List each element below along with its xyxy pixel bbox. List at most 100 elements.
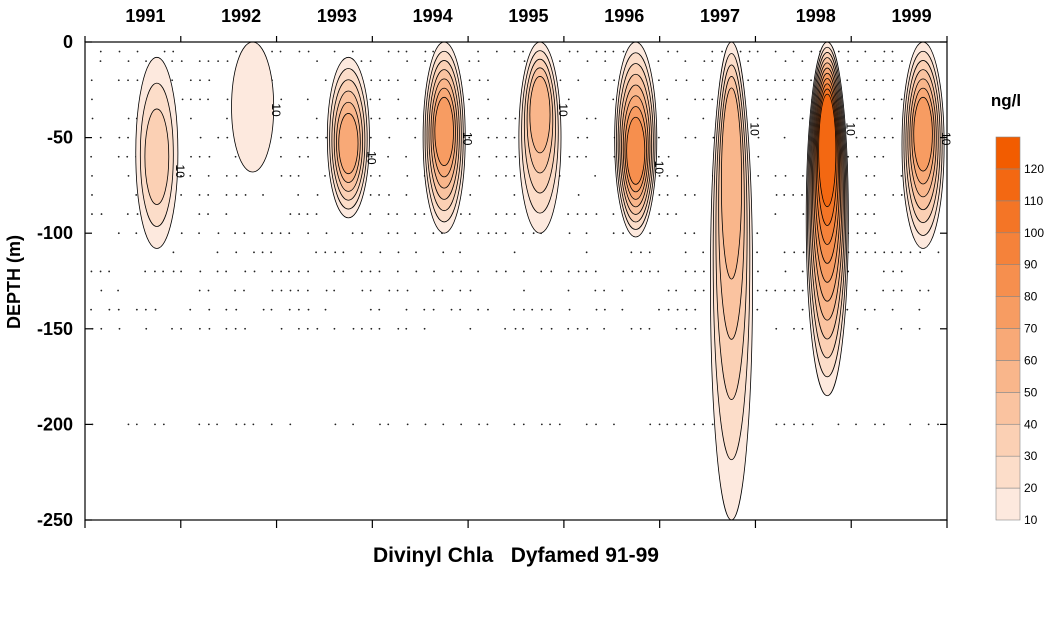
sample-dot	[550, 270, 553, 273]
sample-dot	[514, 327, 517, 330]
sample-dot	[522, 327, 524, 330]
sample-dot	[415, 270, 418, 273]
sample-dot	[424, 423, 427, 426]
sample-dot	[513, 194, 516, 196]
sample-dot	[118, 136, 121, 139]
sample-dot	[873, 194, 876, 196]
sample-dot	[567, 98, 570, 101]
sample-dot	[406, 289, 409, 292]
sample-dot	[702, 270, 705, 273]
sample-dot	[253, 251, 255, 254]
sample-dot	[406, 60, 409, 63]
sample-dot	[388, 289, 391, 292]
year-label: 1997	[700, 6, 740, 26]
sample-dot	[693, 423, 696, 426]
sample-dot	[756, 289, 759, 292]
sample-dot	[424, 60, 427, 63]
sample-dot	[298, 50, 301, 53]
sample-dot	[198, 327, 201, 330]
sample-dot	[675, 327, 678, 330]
sample-dot	[756, 50, 759, 53]
sample-dot	[631, 270, 634, 273]
sample-dot	[423, 213, 426, 215]
sample-dot	[180, 270, 183, 273]
sample-dot	[477, 117, 480, 120]
sample-dot	[901, 60, 903, 63]
sample-dot	[424, 50, 427, 53]
sample-dot	[846, 79, 849, 82]
contour-band	[338, 113, 359, 175]
sample-dot	[235, 194, 238, 196]
sample-dot	[280, 174, 283, 177]
sample-dot	[639, 327, 642, 330]
sample-dot	[667, 289, 670, 292]
sample-dot	[676, 50, 679, 53]
sample-dot	[684, 270, 687, 273]
sample-dot	[918, 308, 921, 311]
sample-dot	[801, 117, 804, 120]
sample-dot	[703, 60, 706, 63]
sample-dot	[226, 136, 229, 139]
sample-dot	[397, 50, 400, 53]
sample-dot	[585, 155, 587, 158]
sample-dot	[352, 327, 355, 330]
sample-dot	[90, 270, 93, 273]
sample-dot	[297, 289, 300, 292]
sample-dot	[487, 79, 489, 82]
sample-dot	[513, 50, 516, 53]
sample-dot	[289, 213, 292, 215]
y-tick-label: -250	[37, 510, 73, 530]
sample-dot	[577, 136, 579, 139]
sample-dot	[882, 79, 885, 82]
sample-dot	[207, 194, 210, 196]
sample-dot	[909, 251, 912, 254]
sample-dot	[765, 79, 768, 82]
sample-dot	[675, 79, 677, 82]
x-axis	[84, 36, 948, 528]
sample-dot	[801, 327, 804, 330]
sample-dot	[207, 213, 209, 215]
sample-dot	[612, 213, 615, 215]
sample-dot	[793, 251, 796, 254]
sample-dot	[622, 232, 625, 235]
sample-dot	[603, 327, 606, 330]
sample-dot	[378, 194, 380, 196]
sample-dot	[235, 174, 238, 177]
contour-label: 10	[652, 161, 666, 175]
contour-band	[720, 87, 743, 280]
year-label: 1995	[508, 6, 548, 26]
sample-dot	[676, 308, 679, 311]
year-label: 1992	[221, 6, 261, 26]
sample-dot	[568, 232, 571, 235]
sample-dot	[847, 60, 849, 63]
contour-feature	[135, 56, 179, 249]
sample-dot	[432, 308, 435, 311]
sample-dot	[900, 194, 903, 196]
sample-dot	[801, 79, 804, 82]
sample-dot	[226, 60, 229, 63]
plot-area: 10 10 10 10 10 10 10 10 10	[84, 41, 953, 521]
sample-dot	[279, 232, 282, 235]
colorbar-swatch	[995, 168, 1021, 202]
sample-dot	[694, 289, 697, 292]
sample-dot	[847, 50, 850, 53]
sample-dot	[136, 213, 139, 215]
sample-dot	[396, 232, 399, 235]
sample-dot	[414, 136, 417, 139]
sample-dot	[702, 289, 705, 292]
sample-dot	[801, 98, 804, 101]
sample-dot	[712, 136, 715, 139]
sample-dot	[505, 213, 508, 215]
sample-dot	[585, 270, 588, 273]
sample-dot	[406, 423, 409, 426]
sample-dot	[405, 327, 408, 330]
sample-dot	[100, 213, 103, 215]
sample-dot	[207, 60, 210, 63]
sample-dot	[235, 308, 238, 311]
sample-dot	[468, 79, 471, 82]
sample-dot	[217, 232, 220, 235]
plot-background	[85, 42, 947, 520]
sample-dot	[271, 270, 274, 273]
sample-dot	[675, 423, 678, 426]
sample-dot	[180, 194, 183, 196]
